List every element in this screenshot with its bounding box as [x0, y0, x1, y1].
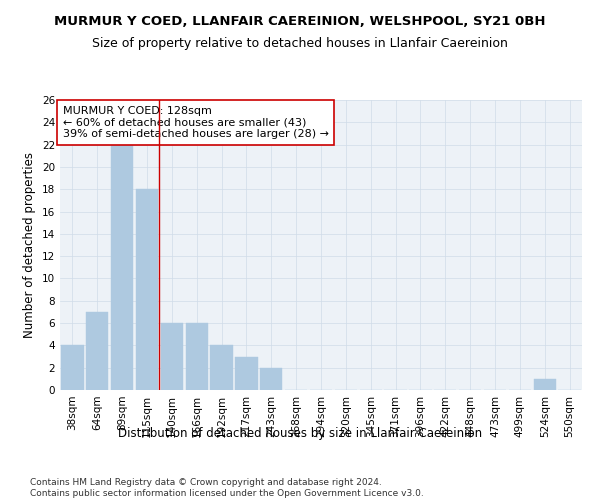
Bar — [86, 312, 109, 390]
Text: Contains HM Land Registry data © Crown copyright and database right 2024.
Contai: Contains HM Land Registry data © Crown c… — [30, 478, 424, 498]
Text: Size of property relative to detached houses in Llanfair Caereinion: Size of property relative to detached ho… — [92, 38, 508, 51]
Bar — [211, 346, 233, 390]
Text: MURMUR Y COED: 128sqm
← 60% of detached houses are smaller (43)
39% of semi-deta: MURMUR Y COED: 128sqm ← 60% of detached … — [62, 106, 329, 139]
Bar — [161, 323, 183, 390]
Text: Distribution of detached houses by size in Llanfair Caereinion: Distribution of detached houses by size … — [118, 428, 482, 440]
Bar — [533, 379, 556, 390]
Bar — [61, 346, 83, 390]
Bar — [260, 368, 283, 390]
Y-axis label: Number of detached properties: Number of detached properties — [23, 152, 37, 338]
Bar — [136, 189, 158, 390]
Bar — [235, 356, 257, 390]
Bar — [185, 323, 208, 390]
Text: MURMUR Y COED, LLANFAIR CAEREINION, WELSHPOOL, SY21 0BH: MURMUR Y COED, LLANFAIR CAEREINION, WELS… — [54, 15, 546, 28]
Bar — [111, 144, 133, 390]
